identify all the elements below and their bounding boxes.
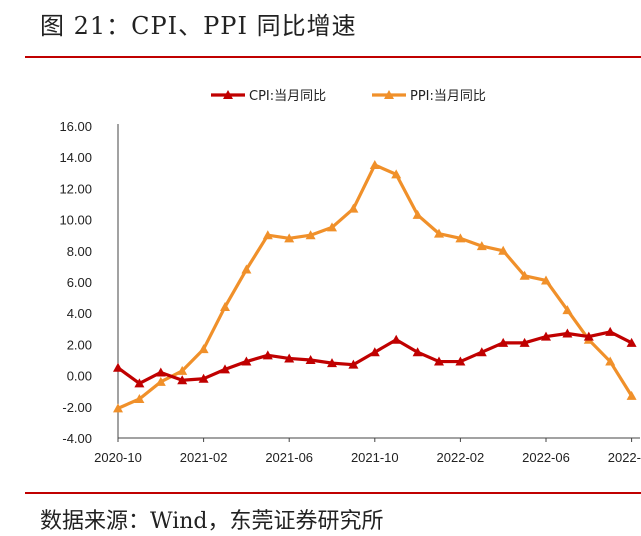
figure-title: 图 21：CPI、PPI 同比增速	[40, 12, 357, 40]
data-point-ppi	[348, 203, 359, 213]
data-point-cpi	[198, 373, 209, 383]
data-point-cpi	[541, 331, 551, 341]
x-tick-label: 2022-06	[522, 450, 570, 465]
y-tick-label: 4.00	[67, 306, 92, 321]
data-point-cpi	[113, 362, 123, 372]
legend-marker-ppi	[384, 90, 394, 99]
data-point-ppi	[562, 305, 573, 315]
data-point-ppi	[498, 245, 509, 255]
data-point-ppi	[155, 376, 166, 386]
y-tick-label: 16.00	[59, 119, 92, 134]
data-point-cpi	[305, 355, 316, 364]
data-point-ppi	[262, 230, 273, 240]
data-point-ppi	[626, 390, 637, 400]
data-point-cpi	[455, 356, 466, 366]
data-point-ppi	[412, 209, 423, 219]
data-point-cpi	[177, 375, 188, 385]
data-point-cpi	[241, 356, 252, 366]
data-point-ppi	[541, 275, 551, 285]
x-tick-label: 2022-10	[608, 450, 641, 465]
data-point-cpi	[562, 328, 573, 338]
data-point-ppi	[177, 365, 188, 375]
y-tick-label: 0.00	[67, 369, 92, 384]
data-point-ppi	[241, 264, 252, 274]
data-point-cpi	[369, 347, 380, 357]
data-point-ppi	[327, 222, 337, 232]
y-tick-label: -4.00	[62, 431, 92, 446]
bottom-divider	[25, 492, 641, 494]
axes	[117, 124, 640, 439]
legend-label-ppi: PPI:当月同比	[410, 89, 486, 104]
data-point-ppi	[284, 233, 295, 243]
data-point-cpi	[220, 364, 230, 374]
data-point-cpi	[348, 359, 359, 369]
data-point-cpi	[498, 337, 509, 347]
data-point-ppi	[455, 233, 466, 243]
data-point-cpi	[327, 358, 337, 368]
y-tick-label: 12.00	[59, 181, 92, 196]
data-point-cpi	[605, 326, 616, 336]
data-point-ppi	[305, 230, 316, 240]
data-point-cpi	[155, 367, 166, 377]
x-axis: 2020-10 2021-02 2021-06 2021-10 2022-02 2022-…	[94, 438, 641, 465]
y-tick-label: 10.00	[59, 213, 92, 228]
data-point-ppi	[391, 169, 402, 179]
x-tick-label: 2020-10	[94, 450, 142, 465]
data-point-cpi	[626, 337, 637, 347]
data-point-ppi	[369, 160, 380, 169]
y-tick-label: 8.00	[67, 244, 92, 259]
series-line-ppi	[117, 163, 633, 410]
data-point-ppi	[198, 344, 209, 354]
data-point-cpi	[284, 353, 295, 363]
x-tick-label: 2021-02	[180, 450, 228, 465]
legend-label-cpi: CPI:当月同比	[249, 89, 326, 104]
chart-legend: CPI:当月同比 PPI:当月同比	[211, 89, 486, 104]
data-point-cpi	[583, 331, 594, 341]
y-tick-label: 14.00	[59, 150, 92, 165]
x-tick-label: 2021-10	[351, 450, 399, 465]
legend-marker-cpi	[223, 90, 233, 99]
data-point-cpi	[134, 378, 145, 388]
data-point-ppi	[113, 403, 123, 413]
data-point-cpi	[519, 337, 530, 347]
data-point-cpi	[434, 356, 444, 366]
series-group	[113, 160, 637, 413]
data-point-ppi	[220, 301, 230, 311]
y-tick-label: -2.00	[62, 400, 92, 415]
y-tick-label: 6.00	[67, 275, 92, 290]
y-axis: 16.00 14.00 12.00 10.00 8.00 6.00 4.00 2.00 0.00…	[59, 119, 92, 446]
data-point-ppi	[476, 241, 487, 251]
data-point-cpi	[412, 347, 423, 357]
source-note: 数据来源：Wind，东莞证券研究所	[40, 509, 384, 534]
line-chart: CPI:当月同比 PPI:当月同比 16.00 14.00 12.00 10.00 8.0…	[59, 89, 641, 465]
top-divider	[25, 56, 641, 58]
data-point-ppi	[134, 394, 145, 403]
data-point-cpi	[262, 350, 273, 360]
data-point-ppi	[519, 270, 530, 280]
y-tick-label: 2.00	[67, 337, 92, 352]
data-point-cpi	[391, 334, 402, 344]
data-point-ppi	[605, 356, 616, 366]
x-tick-label: 2022-02	[437, 450, 485, 465]
data-point-cpi	[476, 347, 487, 357]
x-tick-label: 2021-06	[265, 450, 313, 465]
data-point-ppi	[434, 228, 444, 238]
